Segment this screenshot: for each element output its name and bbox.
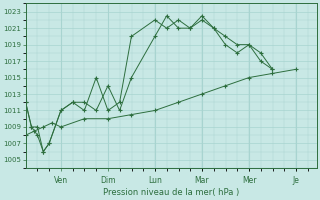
X-axis label: Pression niveau de la mer( hPa ): Pression niveau de la mer( hPa ) — [103, 188, 239, 197]
